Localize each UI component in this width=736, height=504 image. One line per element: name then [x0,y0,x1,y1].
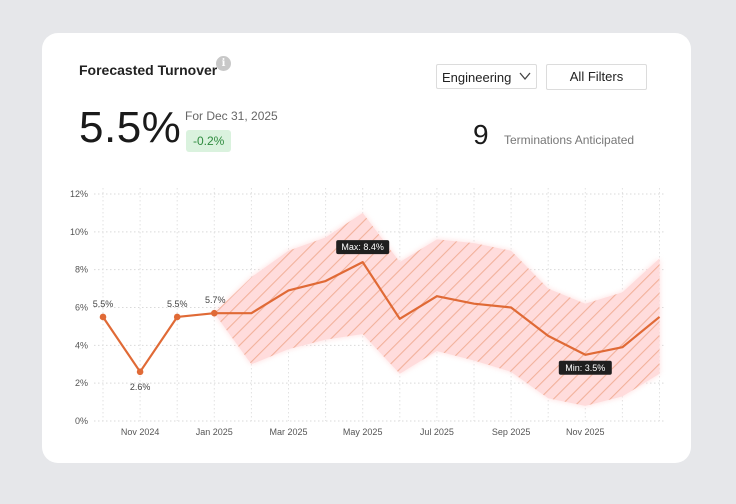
max-annotation: Max: 8.4% [336,240,390,255]
y-tick-label: 10% [70,227,88,237]
y-tick-label: 4% [75,340,88,350]
annotation-label: Min: 3.5% [565,363,605,373]
actual-point [211,309,218,317]
terminations-label: Terminations Anticipated [504,133,635,147]
x-tick-label: May 2025 [343,427,383,437]
kpi-value: 5.5% [79,103,182,152]
chevron-down-icon [519,72,531,81]
actual-point [173,313,181,321]
info-icon[interactable]: i [216,56,231,71]
x-tick-label: Nov 2025 [566,427,605,437]
kpi-delta-badge: -0.2% [186,130,232,152]
forecast-band-hatch [214,212,660,406]
data-label: 5.5% [167,299,188,309]
actual-point [136,368,144,376]
y-tick-label: 0% [75,416,88,426]
x-tick-label: Mar 2025 [269,427,307,437]
min-annotation: Min: 3.5% [558,360,612,375]
all-filters-button[interactable]: All Filters [546,64,647,90]
turnover-line [102,261,661,373]
data-label: 5.5% [93,299,114,309]
y-tick-label: 2% [75,378,88,388]
actual-point [99,313,107,321]
x-tick-label: Jul 2025 [420,427,454,437]
x-tick-label: Jan 2025 [196,427,233,437]
annotation-box [558,360,612,375]
turnover-card: Forecasted Turnover i Engineering All Fi… [42,33,691,463]
terminations-count: 9 [473,119,489,150]
turnover-line-chart: 0% 2% 4% 6% 8% 10% 12% Nov 2024 Jan 2025 Mar 2025… [70,188,666,437]
annotation-label: Max: 8.4% [341,242,384,252]
y-tick-label: 8% [75,265,88,275]
data-label: 5.7% [205,295,226,305]
x-tick-label: Sep 2025 [492,427,531,437]
department-select-value: Engineering [442,70,512,85]
department-select[interactable]: Engineering [436,64,537,89]
card-title: Forecasted Turnover [79,62,218,78]
x-tick-label: Nov 2024 [121,427,160,437]
y-tick-label: 12% [70,189,88,199]
kpi-date-label: For Dec 31, 2025 [185,109,278,123]
data-label: 2.6% [130,382,151,392]
y-tick-label: 6% [75,303,88,313]
annotation-box [336,240,390,255]
